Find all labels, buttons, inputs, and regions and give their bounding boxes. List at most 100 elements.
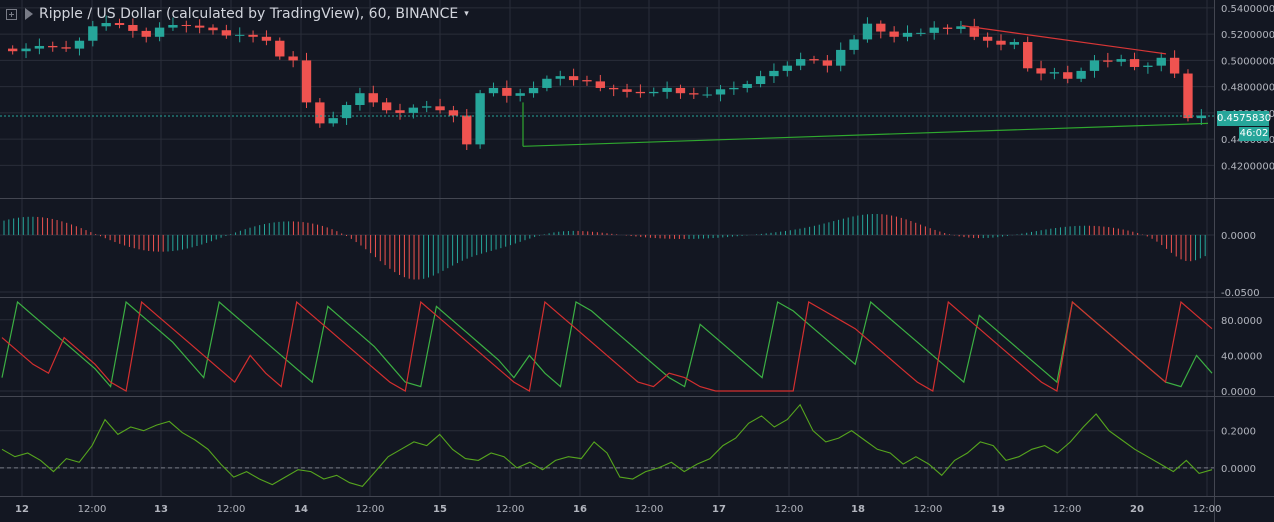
candle-body — [141, 30, 151, 37]
candle-body — [1156, 57, 1166, 66]
candle-body — [261, 36, 272, 41]
candle-body — [795, 59, 806, 66]
candle-body — [34, 45, 45, 49]
candle-body — [862, 23, 873, 40]
candle-body — [248, 34, 258, 37]
price-tick-label: 0.5000000 — [1221, 56, 1274, 67]
aroon-up-line — [1, 300, 1213, 388]
time-tick-label: 12:00 — [496, 504, 525, 515]
oscillator-histogram — [3, 213, 1206, 280]
aroon-down-line — [1, 300, 1213, 392]
candle-body — [368, 93, 378, 103]
candle-body — [929, 27, 939, 33]
candle-body — [208, 27, 218, 31]
candle-body — [328, 118, 338, 124]
oscillator-line — [1, 403, 1213, 488]
candle-body — [101, 23, 111, 27]
time-tick-label: 12:00 — [635, 504, 664, 515]
candle-body — [969, 26, 979, 37]
candle-body — [769, 70, 779, 77]
aroon-tick-label: 40.0000 — [1221, 351, 1262, 362]
time-tick-label: 12:00 — [914, 504, 943, 515]
price-tick-label: 0.4200000 — [1221, 161, 1274, 172]
candle-body — [1129, 59, 1140, 67]
candle-body — [235, 34, 245, 36]
candle-body — [515, 93, 525, 96]
candle-body — [1009, 42, 1020, 45]
time-tick-label: 19 — [991, 504, 1005, 515]
candle-body — [315, 102, 325, 124]
candle-body — [502, 87, 512, 96]
candle-body — [876, 23, 886, 32]
candle-body — [729, 87, 739, 90]
candle-body — [809, 59, 819, 61]
aroon-tick-label: 80.0000 — [1221, 316, 1262, 327]
candle-body — [1143, 65, 1153, 67]
price-candles — [0, 15, 1214, 151]
candle-body — [555, 76, 565, 79]
candle-body — [194, 25, 205, 28]
candle-body — [448, 110, 459, 116]
candle-body — [1169, 57, 1180, 74]
candle-body — [702, 94, 712, 96]
candle-body — [408, 107, 419, 113]
candle-body — [916, 32, 926, 34]
time-tick-label: 12:00 — [1193, 504, 1222, 515]
candle-body — [782, 65, 792, 71]
candle-body — [1183, 73, 1193, 119]
candle-body — [88, 26, 98, 41]
candle-body — [528, 87, 539, 94]
time-tick-label: 12 — [15, 504, 29, 515]
candle-body — [689, 93, 699, 95]
time-tick-label: 18 — [851, 504, 865, 515]
candle-body — [675, 87, 686, 94]
candle-body — [381, 102, 392, 111]
candle-body — [1076, 70, 1086, 79]
candle-body — [488, 87, 499, 94]
candle-body — [1103, 60, 1113, 62]
aroon-tick-label: 0.0000 — [1221, 387, 1256, 398]
expand-icon[interactable] — [6, 8, 17, 20]
candle-body — [568, 76, 579, 81]
candle-body — [221, 30, 232, 36]
symbol-header[interactable]: Ripple / US Dollar (calculated by Tradin… — [6, 6, 469, 22]
candle-body — [1116, 59, 1126, 62]
candle-body — [622, 89, 632, 92]
candle-body — [301, 60, 312, 103]
candle-body — [982, 36, 993, 41]
chevron-down-icon[interactable]: ▾ — [464, 9, 469, 19]
candle-body — [435, 106, 445, 111]
osc-tick-label: 0.0000 — [1221, 464, 1256, 475]
candle-body — [609, 87, 619, 90]
candle-body — [74, 40, 85, 49]
candle-body — [1196, 115, 1206, 119]
candle-body — [582, 80, 592, 82]
grid — [0, 0, 1214, 496]
candle-body — [542, 78, 552, 88]
candle-body — [341, 105, 352, 119]
candle-body — [21, 48, 31, 52]
symbol-title[interactable]: Ripple / US Dollar (calculated by Tradin… — [39, 6, 459, 22]
candle-body — [154, 27, 165, 37]
candle-body — [114, 23, 125, 25]
candle-body — [48, 45, 58, 48]
candle-body — [742, 84, 752, 88]
candle-body — [181, 24, 191, 26]
candle-body — [168, 24, 178, 28]
candle-body — [956, 26, 966, 29]
time-tick-label: 16 — [573, 504, 587, 515]
candle-body — [849, 39, 859, 50]
candle-body — [635, 91, 646, 94]
trendlines[interactable] — [522, 25, 1209, 147]
bar-countdown: 46:02 — [1239, 127, 1269, 141]
oscillator-line-series — [1, 403, 1213, 488]
flag-icon[interactable] — [25, 8, 33, 20]
hist-tick-label: -0.0500 — [1221, 288, 1260, 299]
time-tick-label: 12:00 — [356, 504, 385, 515]
candle-body — [836, 49, 846, 66]
time-tick-label: 12:00 — [217, 504, 246, 515]
time-tick-label: 12:00 — [1053, 504, 1082, 515]
osc-tick-label: 0.2000 — [1221, 427, 1256, 438]
time-tick-label: 14 — [294, 504, 308, 515]
